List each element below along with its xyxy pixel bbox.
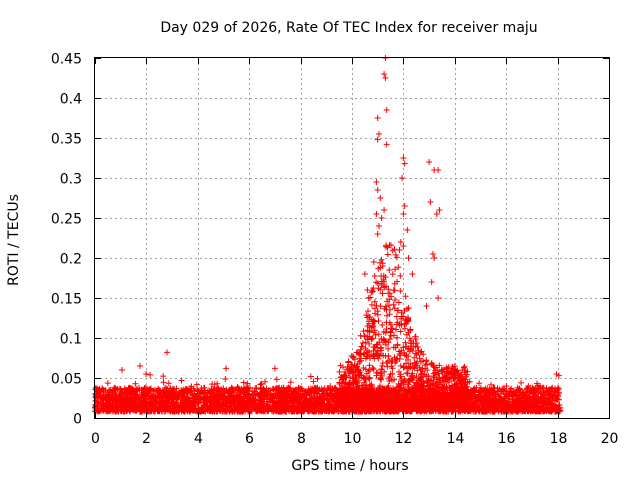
chart-title: Day 029 of 2026, Rate Of TEC Index for r… <box>160 20 537 36</box>
data-points <box>92 55 564 415</box>
x-axis-title: GPS time / hours <box>291 458 408 474</box>
y-tick-label: 0.3 <box>60 172 82 188</box>
y-tick-label: 0.4 <box>60 92 82 108</box>
y-tick-label: 0.25 <box>51 212 82 228</box>
x-tick-label: 12 <box>395 431 413 447</box>
plot-frame <box>94 57 610 419</box>
x-tick-label: 0 <box>91 431 100 447</box>
y-tick-label: 0.1 <box>60 332 82 348</box>
x-tick-label: 16 <box>498 431 516 447</box>
tick-labels: 0 0.05 0.1 0.15 0.2 0.25 0.3 0.35 0.4 0.45 0 2 4 6 8 10… <box>51 52 619 448</box>
x-tick-label: 10 <box>344 431 362 447</box>
x-tick-label: 6 <box>245 431 254 447</box>
axis-ticks <box>95 58 610 419</box>
y-tick-label: 0.2 <box>60 252 82 268</box>
x-tick-label: 20 <box>601 431 619 447</box>
y-tick-label: 0.35 <box>51 132 82 148</box>
y-tick-label: 0.05 <box>51 372 82 388</box>
roti-point-markers <box>92 55 564 415</box>
x-tick-label: 14 <box>447 431 465 447</box>
x-tick-label: 2 <box>142 431 151 447</box>
y-tick-label: 0.15 <box>51 292 82 308</box>
x-tick-label: 4 <box>194 431 203 447</box>
y-tick-label: 0 <box>73 412 82 428</box>
x-tick-label: 18 <box>550 431 568 447</box>
x-tick-label: 8 <box>297 431 306 447</box>
y-axis-title: ROTI / TECUs <box>6 194 22 286</box>
y-tick-label: 0.45 <box>51 52 82 68</box>
